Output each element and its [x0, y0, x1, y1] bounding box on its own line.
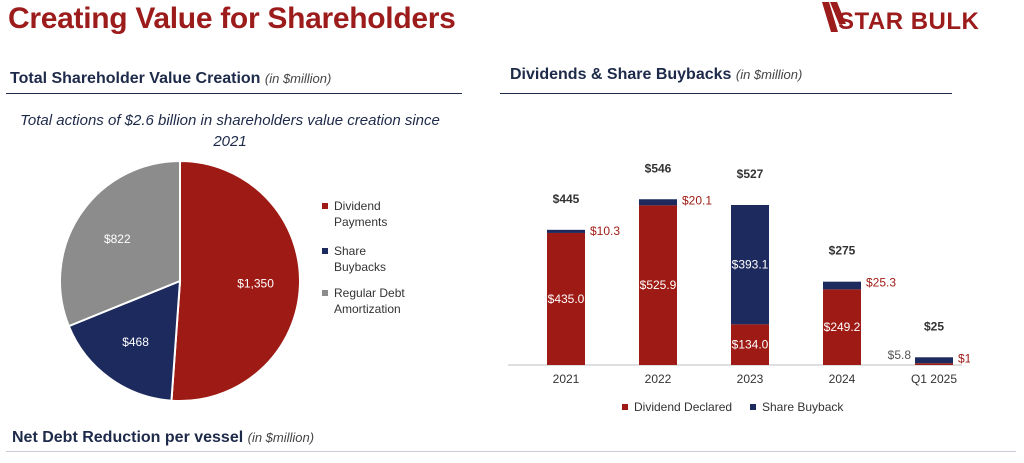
- pie-slice-dividend-payments: [170, 159, 302, 402]
- buyback-value-label: $393.1: [732, 258, 769, 272]
- bar-dividend-declared: [547, 232, 585, 365]
- buyback-value-label: $20.1: [682, 193, 712, 207]
- x-tick-label: Q1 2025: [911, 372, 957, 386]
- legend-label: Share Buybacks: [334, 244, 387, 274]
- pie-subtitle: Total actions of $2.6 billion in shareho…: [20, 112, 440, 150]
- dividend-value-label: $5.8: [888, 348, 912, 362]
- star-bulk-logo: STAR BULK: [822, 2, 1018, 36]
- bar-share-buyback: [915, 357, 953, 364]
- section-title-text: Net Debt Reduction per vessel: [12, 429, 244, 446]
- legend-label: Share Buyback: [762, 400, 844, 414]
- star-logo-icon: [822, 2, 846, 32]
- legend-item-share-buybacks: Share Buybacks: [322, 243, 386, 275]
- bar-share-buyback: [731, 204, 769, 325]
- x-tick-label: 2024: [829, 372, 856, 386]
- pie-chart: $1,350 $468 $822: [59, 159, 302, 402]
- pie-slice-share-buybacks: [67, 279, 182, 402]
- buyback-value-label: $25.3: [866, 276, 896, 290]
- logo-text: STAR BULK: [838, 8, 980, 35]
- legend-swatch: [322, 203, 328, 209]
- section-divider: [6, 93, 462, 94]
- x-tick-label: 2022: [645, 372, 672, 386]
- buyback-value-label: $19.6: [958, 351, 970, 365]
- legend-item-dividend-payments: Dividend Payments: [322, 198, 387, 230]
- dividend-value-label: $525.9: [640, 278, 677, 292]
- bar-share-buyback: [547, 229, 585, 233]
- dividend-value-label: $249.2: [824, 320, 861, 334]
- pie-slice-debt-amortization: [59, 159, 181, 328]
- legend-label: Dividend Declared: [634, 400, 733, 414]
- legend-label: Dividend Payments: [334, 199, 388, 229]
- bar-total-label: $445: [553, 192, 580, 206]
- legend-swatch: [322, 248, 328, 254]
- section-title-net-debt: Net Debt Reduction per vessel (in $milli…: [12, 429, 314, 447]
- x-tick-label: 2021: [553, 372, 580, 386]
- section-unit: (in $million): [735, 67, 803, 82]
- dividend-value-label: $435.0: [548, 292, 585, 306]
- legend-item-share-buyback: Share Buyback: [750, 399, 843, 415]
- bar-chart: 2021 $445 $435.0 $10.3 2022 $546 $525.9 $20.1 20…: [508, 161, 970, 386]
- section-unit: (in $million): [247, 430, 315, 445]
- legend-label: Regular Debt Amortization: [334, 286, 405, 316]
- pie-value-label: $468: [122, 335, 149, 349]
- section-title-shareholder-value: Total Shareholder Value Creation (in $mi…: [10, 70, 331, 88]
- section-unit: (in $million): [264, 71, 332, 86]
- section-divider: [6, 451, 1016, 452]
- buyback-value-label: $10.3: [590, 224, 620, 238]
- section-divider: [500, 93, 952, 94]
- bar-dividend-declared: [915, 363, 953, 365]
- bar-dividend-declared: [731, 324, 769, 365]
- section-title-text: Total Shareholder Value Creation: [10, 70, 261, 87]
- legend-swatch: [750, 404, 756, 410]
- x-tick-label: 2023: [737, 372, 764, 386]
- legend-swatch: [622, 404, 628, 410]
- page-title: Creating Value for Shareholders: [8, 2, 456, 35]
- bar-total-label: $275: [829, 244, 856, 258]
- pie-value-label: $822: [104, 232, 131, 246]
- bar-share-buyback: [639, 199, 677, 206]
- bar-share-buyback: [823, 281, 861, 290]
- bar-total-label: $527: [737, 167, 764, 181]
- legend-item-dividend-declared: Dividend Declared: [622, 399, 732, 415]
- bar-dividend-declared: [639, 205, 677, 365]
- dividend-value-label: $134.0: [732, 338, 769, 352]
- section-title-text: Dividends & Share Buybacks: [510, 66, 732, 83]
- legend-swatch: [322, 290, 328, 296]
- bar-dividend-declared: [823, 289, 861, 365]
- bar-total-label: $25: [924, 319, 944, 333]
- legend-item-debt-amortization: Regular Debt Amortization: [322, 285, 442, 317]
- section-title-dividends-buybacks: Dividends & Share Buybacks (in $million): [510, 66, 802, 84]
- pie-value-label: $1,350: [237, 277, 274, 291]
- bar-total-label: $546: [645, 161, 672, 175]
